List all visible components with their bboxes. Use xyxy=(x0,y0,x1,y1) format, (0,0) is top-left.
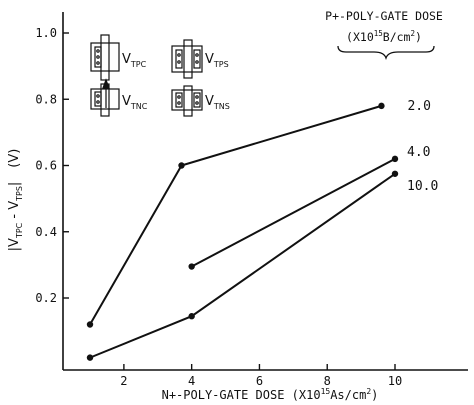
inset-label-tns: VTNS xyxy=(205,94,230,111)
data-point xyxy=(188,263,195,270)
x-ticks: 2 4 6 8 10 xyxy=(120,364,402,388)
series-label: 10.0 xyxy=(407,179,438,194)
device-tns-icon xyxy=(171,85,203,117)
y-tick-label: 0.4 xyxy=(35,225,57,239)
inset-label-tnc: VTNC xyxy=(122,94,148,111)
series-line xyxy=(191,157,396,268)
inset-label-tpc: VTPC xyxy=(122,52,147,69)
data-point xyxy=(391,170,399,177)
x-tick-label: 2 xyxy=(120,374,127,388)
y-axis-label: |VTPC - VTPS|(V) xyxy=(7,149,24,252)
x-tick-label: 6 xyxy=(256,374,263,388)
y-tick-label: 0.6 xyxy=(35,159,57,173)
data-point xyxy=(86,354,94,361)
legend-title-line2: (X1015B/cm2) xyxy=(346,29,422,44)
y-tick-label: 0.2 xyxy=(35,291,57,305)
data-point xyxy=(178,162,185,169)
data-point xyxy=(391,155,399,163)
device-tpc-icon xyxy=(90,34,120,81)
inset-label-tps: VTPS xyxy=(205,52,229,69)
data-point xyxy=(378,102,385,110)
series-label: 2.0 xyxy=(407,99,430,114)
series-group: 2.0 4.0 10.0 xyxy=(86,99,438,361)
series-line xyxy=(89,172,396,359)
y-tick-label: 0.8 xyxy=(35,92,57,106)
x-tick-label: 4 xyxy=(188,374,195,388)
data-point xyxy=(86,321,94,328)
device-tps-icon xyxy=(171,39,203,79)
series-line xyxy=(89,104,382,325)
legend-title-line1: P+-POLY-GATE DOSE xyxy=(325,9,443,23)
legend-brace xyxy=(337,45,435,61)
x-tick-label: 8 xyxy=(324,374,331,388)
data-point xyxy=(188,313,195,320)
y-tick-label: 1.0 xyxy=(35,26,57,40)
device-tnc-icon xyxy=(90,83,120,117)
inset-devices xyxy=(90,34,203,117)
series-label: 4.0 xyxy=(407,145,430,160)
x-axis-label: N+-POLY-GATE DOSE (X1015As/cm2) xyxy=(162,387,379,402)
y-ticks: 0.2 0.4 0.6 0.8 1.0 xyxy=(35,26,69,305)
x-tick-label: 10 xyxy=(388,374,402,388)
